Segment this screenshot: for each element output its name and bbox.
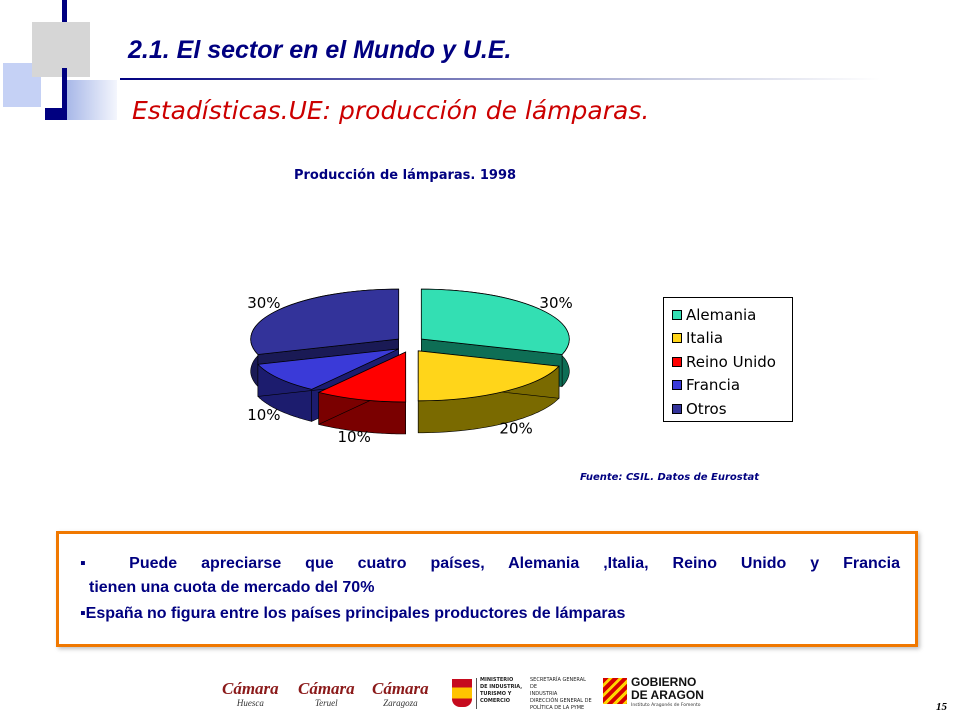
pie-slice-alemania	[420, 288, 570, 355]
legend-label: Francia	[686, 376, 741, 395]
legend-swatch	[672, 380, 682, 391]
legend-label: Reino Unido	[686, 352, 776, 371]
legend-item-francia: Francia	[672, 374, 792, 398]
legend-swatch	[672, 403, 682, 414]
pie-label-francia: 10%	[247, 406, 280, 424]
camara-zaragoza-logo: Cámara Zaragoza	[372, 679, 429, 709]
pie-slice-otros	[250, 288, 400, 355]
summary-bullet-1-continued: tienen una cuota de mercado del 70%	[89, 579, 375, 596]
legend-item-otros: Otros	[672, 397, 792, 421]
spain-shield-icon	[452, 679, 472, 707]
chart-legend: Alemania Italia Reino Unido Francia Otros	[663, 297, 793, 422]
legend-item-alemania: Alemania	[672, 303, 792, 327]
slide-subtitle: Estadísticas.UE: producción de lámparas.	[132, 96, 650, 125]
pie-chart: 30% 20% 10% 10% 30%	[247, 288, 573, 446]
page-number: 15	[936, 701, 947, 713]
summary-box: ▪ Puede apreciarse que cuatro países, Al…	[56, 531, 918, 647]
pie-slice-italia	[417, 350, 560, 402]
camara-huesca-logo: Cámara Huesca	[222, 679, 279, 709]
aragon-flag-icon	[603, 678, 627, 704]
legend-item-reino-unido: Reino Unido	[672, 350, 792, 374]
summary-bullet-1: ▪ Puede apreciarse que cuatro países, Al…	[80, 555, 900, 573]
pie-slice-reino-unido	[317, 351, 407, 403]
gobierno-aragon-logo: GOBIERNO DE ARAGON Instituto Aragonés de …	[603, 676, 713, 712]
legend-swatch	[672, 309, 682, 320]
pie-tops	[250, 288, 570, 403]
legend-item-italia: Italia	[672, 327, 792, 351]
summary-bullet-2: ▪España no figura entre los países princ…	[80, 605, 625, 623]
pie-label-reino-unido: 10%	[338, 428, 371, 446]
title-divider	[120, 78, 880, 80]
bullet-marker: ▪	[80, 555, 106, 572]
chart-title: Producción de lámparas. 1998	[293, 168, 517, 183]
pie-label-italia: 20%	[499, 419, 532, 437]
bullet-2-text: España no figura entre los países princi…	[85, 605, 626, 622]
bullet-1-text: Puede apreciarse que cuatro países, Alem…	[129, 555, 901, 572]
camara-teruel-logo: Cámara Teruel	[298, 679, 355, 709]
bullet-marker: ▪	[80, 605, 86, 622]
legend-swatch	[672, 356, 682, 367]
legend-swatch	[672, 333, 682, 344]
ministry-logo: MINISTERIO DE INDUSTRIA, TURISMO Y COMERCIO…	[452, 677, 592, 711]
legend-label: Alemania	[686, 305, 757, 324]
legend-label: Otros	[686, 399, 727, 418]
pie-labels: 30% 20% 10% 10% 30%	[247, 294, 573, 446]
pie-slice-francia	[257, 348, 399, 390]
legend-label: Italia	[686, 329, 724, 348]
source-note: Fuente: CSIL. Datos de Eurostat	[580, 472, 760, 483]
corner-decoration	[0, 0, 120, 125]
pie-label-otros: 30%	[247, 294, 280, 312]
pie-label-alemania: 30%	[539, 294, 572, 312]
slide-title: 2.1. El sector en el Mundo y U.E.	[128, 36, 512, 64]
